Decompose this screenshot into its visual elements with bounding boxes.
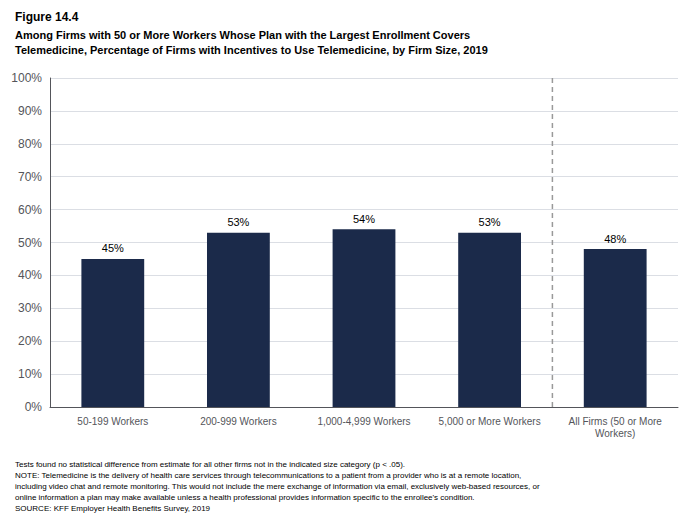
svg-text:Among Firms with 50 or More Wo: Among Firms with 50 or More Workers Whos…: [15, 29, 470, 41]
svg-text:50-199 Workers: 50-199 Workers: [77, 416, 148, 427]
svg-text:30%: 30%: [18, 301, 42, 315]
svg-text:5,000 or More Workers: 5,000 or More Workers: [439, 416, 541, 427]
svg-text:All Firms (50 or More: All Firms (50 or More: [569, 416, 663, 427]
svg-text:0%: 0%: [25, 400, 43, 414]
svg-text:53%: 53%: [479, 216, 501, 228]
svg-text:40%: 40%: [18, 268, 42, 282]
svg-text:48%: 48%: [604, 233, 626, 245]
svg-text:70%: 70%: [18, 170, 42, 184]
svg-text:53%: 53%: [227, 216, 249, 228]
svg-text:NOTE: Telemedicine is the deli: NOTE: Telemedicine is the delivery of he…: [15, 471, 521, 480]
svg-text:including video chat and remot: including video chat and remote monitori…: [15, 482, 540, 491]
svg-text:50%: 50%: [18, 236, 42, 250]
svg-text:45%: 45%: [102, 242, 124, 254]
svg-text:60%: 60%: [18, 203, 42, 217]
svg-text:200-999 Workers: 200-999 Workers: [200, 416, 277, 427]
svg-text:20%: 20%: [18, 334, 42, 348]
svg-text:Figure 14.4: Figure 14.4: [15, 10, 79, 24]
svg-text:80%: 80%: [18, 137, 42, 151]
svg-text:SOURCE: KFF Employer Health Be: SOURCE: KFF Employer Health Benefits Sur…: [15, 504, 211, 513]
svg-text:online information a plan may: online information a plan may make avail…: [15, 493, 475, 502]
svg-text:Tests found no statistical dif: Tests found no statistical difference fr…: [15, 460, 405, 469]
svg-text:1,000-4,999 Workers: 1,000-4,999 Workers: [317, 416, 410, 427]
svg-text:Workers): Workers): [595, 428, 635, 439]
svg-text:Telemedicine, Percentage of Fi: Telemedicine, Percentage of Firms with I…: [15, 44, 488, 56]
svg-text:100%: 100%: [11, 71, 42, 85]
svg-text:54%: 54%: [353, 213, 375, 225]
svg-text:90%: 90%: [18, 104, 42, 118]
svg-text:10%: 10%: [18, 367, 42, 381]
